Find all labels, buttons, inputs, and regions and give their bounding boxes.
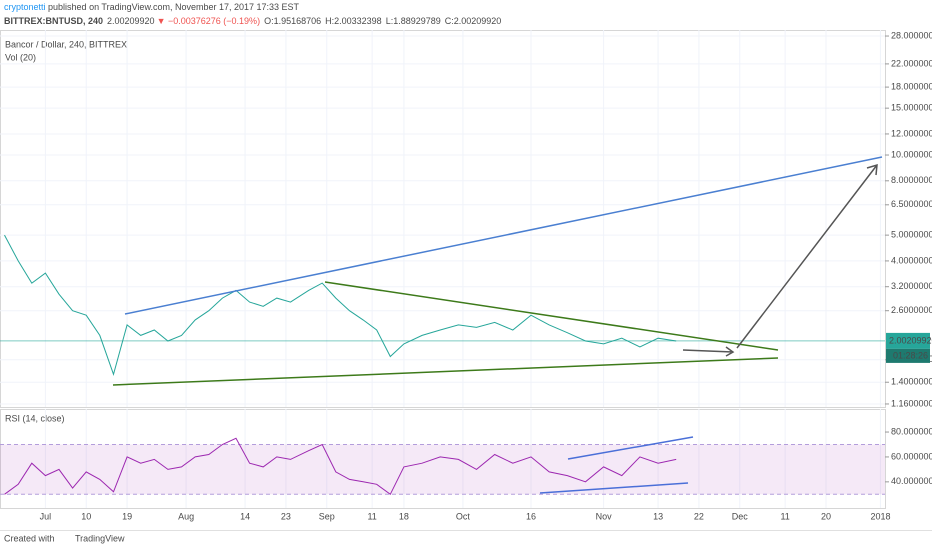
last: 2.00209920	[107, 16, 155, 26]
data-line	[4, 437, 677, 496]
footer-brand[interactable]: TradingView	[75, 533, 125, 543]
y-tick-label: 2.60000000	[891, 305, 932, 315]
y-tick-label: 1.16000000	[891, 398, 932, 408]
x-tick-label: 20	[821, 511, 831, 521]
y-tick-label: 6.50000000	[891, 199, 932, 209]
price-legend: Bancor / Dollar, 240, BITTREX	[5, 39, 127, 49]
trendlines	[112, 156, 883, 494]
x-tick-label: 23	[281, 511, 291, 521]
timer-label: 01:28:26	[893, 350, 928, 360]
x-tick-label: Oct	[456, 511, 471, 521]
price-pane	[0, 30, 886, 408]
published: published on TradingView.com, November 1…	[46, 2, 300, 12]
y-tick-label: 15.00000000	[891, 103, 932, 113]
y-tick-label: 5.00000000	[891, 230, 932, 240]
volume-legend: Vol (20)	[5, 52, 36, 62]
arrow-up	[736, 163, 878, 349]
y-tick-label: 8.00000000	[891, 175, 932, 185]
rsi-lower	[539, 482, 689, 494]
x-tick-label: 2018	[870, 511, 890, 521]
rsi-pane	[0, 409, 886, 509]
data-line	[4, 234, 677, 376]
price-tag	[886, 332, 930, 349]
y-tick-label: 40.00000000	[891, 476, 932, 486]
open: O:1.95168706	[264, 16, 321, 26]
author[interactable]: cryptonetti	[4, 2, 46, 12]
x-tick-label: 14	[240, 511, 250, 521]
drawings: Jul 10 19 Aug 14 23 Sep 11 18 Oct 16 Nov 13 22 Dec 11 20…	[0, 30, 932, 521]
x-tick-label: Aug	[178, 511, 194, 521]
rsi-upper	[567, 436, 694, 460]
y-tick-label: 3.20000000	[891, 281, 932, 291]
rsi-legend: RSI (14, close)	[5, 413, 65, 423]
x-tick-label: 22	[694, 511, 704, 521]
y-tick-label: 80.00000000	[891, 426, 932, 436]
y-tick-label: 10.00000000	[891, 149, 932, 159]
publish-line: cryptonetti published on TradingView.com…	[4, 2, 300, 12]
triangle-top	[324, 281, 779, 351]
price-tag-label: 2.00209920	[889, 335, 932, 345]
low: L:1.88929789	[386, 16, 441, 26]
x-tick-label: Jul	[40, 511, 52, 521]
y-tick-label: 4.00000000	[891, 255, 932, 265]
upper-channel	[124, 156, 883, 315]
symbol: BITTREX:BNTUSD, 240	[4, 16, 103, 26]
timer-tag	[886, 348, 930, 363]
y-tick-label: 28.00000000	[891, 30, 932, 40]
x-tick-label: 18	[399, 511, 409, 521]
y-tick-label: 60.00000000	[891, 451, 932, 461]
y-tick-label: 1.40000000	[891, 377, 932, 387]
y-tick-label: 12.00000000	[891, 128, 932, 138]
quote-line: BITTREX:BNTUSD, 240 2.00209920 ▼ −0.003762…	[4, 16, 501, 26]
x-tick-label: 16	[526, 511, 536, 521]
change: ▼ −0.00376276 (−0.19%)	[157, 16, 260, 26]
x-tick-label: 10	[81, 511, 91, 521]
x-tick-label: 11	[780, 511, 789, 521]
footer-created: Created with	[4, 533, 55, 543]
close: C:2.00209920	[445, 16, 502, 26]
triangle-bottom	[112, 357, 779, 386]
x-tick-label: Dec	[732, 511, 749, 521]
rsi-band-fill	[0, 444, 885, 495]
x-tick-label: 13	[653, 511, 663, 521]
y-tick-label: 22.00000000	[891, 58, 932, 68]
arrow-right	[682, 346, 735, 357]
y-tick-label: 18.00000000	[891, 81, 932, 91]
x-tick-label: Sep	[319, 511, 335, 521]
x-tick-label: Nov	[596, 511, 613, 521]
x-tick-label: 11	[367, 511, 376, 521]
x-tick-label: 19	[122, 511, 132, 521]
high: H:2.00332398	[325, 16, 382, 26]
